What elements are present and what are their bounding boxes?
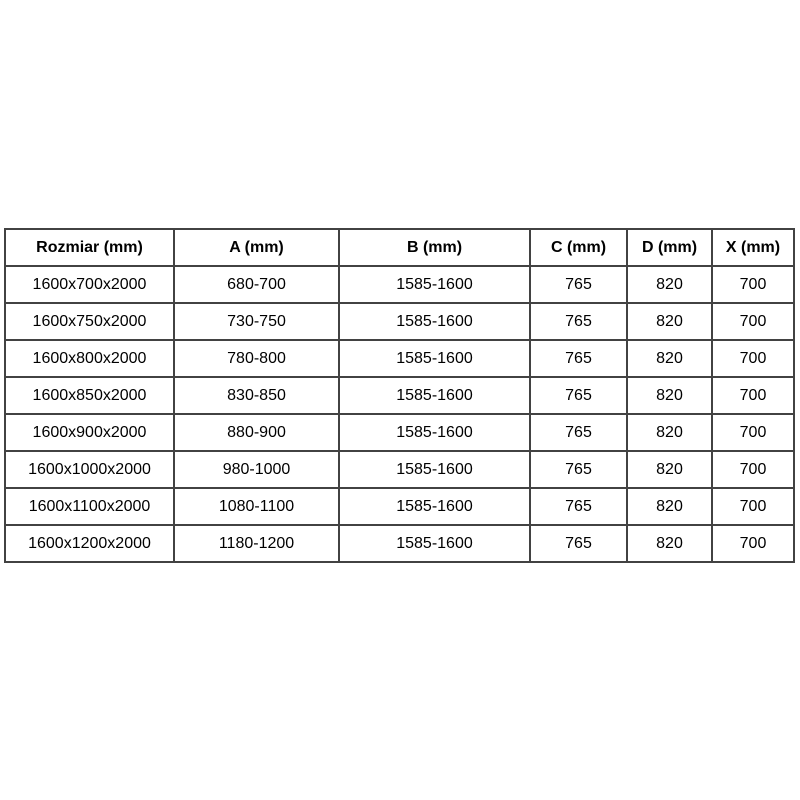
- table-cell: 700: [711, 339, 795, 378]
- table-cell: 1585-1600: [338, 413, 531, 452]
- table-cell: 1585-1600: [338, 265, 531, 304]
- table-cell: 820: [626, 413, 713, 452]
- column-header: A (mm): [173, 228, 340, 267]
- table-header-row: Rozmiar (mm) A (mm) B (mm) C (mm) D (mm) X (m…: [4, 228, 795, 267]
- table-cell: 765: [529, 376, 628, 415]
- table-cell: 680-700: [173, 265, 340, 304]
- table-row: 1600x800x2000 780-800 1585-1600 765 820 700: [4, 339, 795, 378]
- table-cell: 1600x900x2000: [4, 413, 175, 452]
- table-cell: 1600x700x2000: [4, 265, 175, 304]
- table-cell: 880-900: [173, 413, 340, 452]
- table-cell: 1600x1200x2000: [4, 524, 175, 563]
- table-row: 1600x1100x2000 1080-1100 1585-1600 765 820 70…: [4, 487, 795, 526]
- table-cell: 1600x800x2000: [4, 339, 175, 378]
- table-cell: 700: [711, 413, 795, 452]
- table-cell: 1080-1100: [173, 487, 340, 526]
- table-cell: 765: [529, 413, 628, 452]
- table-cell: 830-850: [173, 376, 340, 415]
- table-row: 1600x750x2000 730-750 1585-1600 765 820 700: [4, 302, 795, 341]
- table-cell: 700: [711, 302, 795, 341]
- table-cell: 1600x850x2000: [4, 376, 175, 415]
- table-body: 1600x700x2000 680-700 1585-1600 765 820 700 16…: [4, 265, 795, 563]
- column-header: Rozmiar (mm): [4, 228, 175, 267]
- table-cell: 765: [529, 487, 628, 526]
- table-cell: 820: [626, 450, 713, 489]
- table-cell: 1585-1600: [338, 376, 531, 415]
- table-cell: 700: [711, 376, 795, 415]
- table-cell: 1180-1200: [173, 524, 340, 563]
- table-cell: 780-800: [173, 339, 340, 378]
- column-header: D (mm): [626, 228, 713, 267]
- table-row: 1600x1200x2000 1180-1200 1585-1600 765 820 70…: [4, 524, 795, 563]
- table-cell: 1600x1100x2000: [4, 487, 175, 526]
- dimensions-table: Rozmiar (mm) A (mm) B (mm) C (mm) D (mm) X (m…: [4, 228, 795, 563]
- table-cell: 765: [529, 450, 628, 489]
- table-row: 1600x900x2000 880-900 1585-1600 765 820 700: [4, 413, 795, 452]
- table-cell: 820: [626, 302, 713, 341]
- column-header: C (mm): [529, 228, 628, 267]
- table-cell: 1600x1000x2000: [4, 450, 175, 489]
- table-cell: 820: [626, 376, 713, 415]
- table-cell: 1585-1600: [338, 302, 531, 341]
- table-cell: 820: [626, 524, 713, 563]
- table-cell: 700: [711, 265, 795, 304]
- column-header: X (mm): [711, 228, 795, 267]
- table-cell: 980-1000: [173, 450, 340, 489]
- table-header: Rozmiar (mm) A (mm) B (mm) C (mm) D (mm) X (m…: [4, 228, 795, 267]
- column-header: B (mm): [338, 228, 531, 267]
- table-cell: 1600x750x2000: [4, 302, 175, 341]
- table-row: 1600x1000x2000 980-1000 1585-1600 765 820 700: [4, 450, 795, 489]
- table-row: 1600x850x2000 830-850 1585-1600 765 820 700: [4, 376, 795, 415]
- table-cell: 1585-1600: [338, 487, 531, 526]
- table-cell: 730-750: [173, 302, 340, 341]
- table-row: 1600x700x2000 680-700 1585-1600 765 820 700: [4, 265, 795, 304]
- table-cell: 765: [529, 339, 628, 378]
- table-cell: 765: [529, 302, 628, 341]
- table-cell: 1585-1600: [338, 524, 531, 563]
- table-cell: 820: [626, 265, 713, 304]
- table-cell: 765: [529, 524, 628, 563]
- table-cell: 1585-1600: [338, 450, 531, 489]
- table-cell: 820: [626, 339, 713, 378]
- table-cell: 1585-1600: [338, 339, 531, 378]
- table-cell: 700: [711, 450, 795, 489]
- table-cell: 700: [711, 487, 795, 526]
- table-cell: 765: [529, 265, 628, 304]
- table-cell: 820: [626, 487, 713, 526]
- table-cell: 700: [711, 524, 795, 563]
